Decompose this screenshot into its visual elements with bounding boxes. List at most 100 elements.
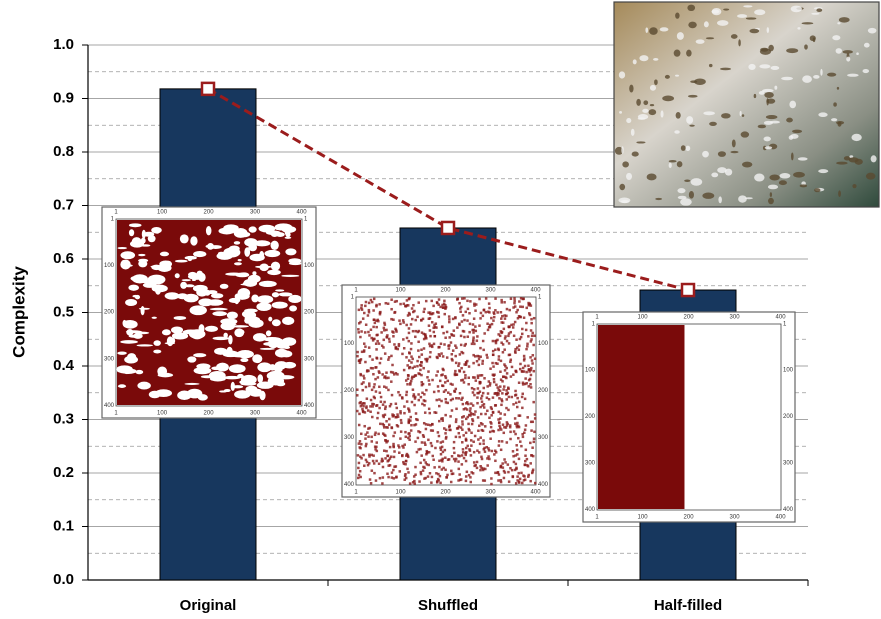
- noise: [408, 410, 411, 413]
- noise: [514, 432, 517, 436]
- noise: [362, 350, 366, 353]
- inset-tick-label: 100: [104, 263, 115, 269]
- noise: [521, 392, 524, 396]
- valley: [251, 294, 259, 303]
- noise: [471, 376, 475, 379]
- snow: [865, 172, 876, 180]
- noise: [529, 304, 533, 307]
- snow: [636, 141, 646, 144]
- noise: [399, 418, 403, 422]
- inset-tick-label: 300: [783, 461, 794, 467]
- valley: [275, 289, 285, 292]
- noise: [356, 394, 359, 397]
- noise: [494, 339, 497, 343]
- noise: [472, 353, 475, 357]
- noise: [498, 421, 501, 424]
- inset-tick-label: 400: [297, 210, 308, 216]
- noise: [442, 368, 445, 372]
- valley: [228, 297, 241, 304]
- noise: [490, 482, 493, 486]
- snow: [831, 118, 838, 122]
- noise: [420, 364, 423, 367]
- valley: [128, 223, 142, 228]
- noise: [368, 478, 372, 481]
- noise: [463, 344, 466, 347]
- marker: [200, 81, 216, 97]
- noise: [457, 467, 461, 471]
- noise: [481, 404, 484, 407]
- noise: [455, 346, 458, 350]
- noise: [414, 412, 418, 415]
- snow: [804, 44, 808, 50]
- noise: [501, 314, 504, 318]
- noise: [474, 463, 477, 467]
- snow: [766, 98, 769, 106]
- noise: [487, 455, 490, 458]
- valley: [244, 247, 251, 257]
- snow: [709, 121, 717, 126]
- noise: [410, 377, 414, 380]
- snow: [774, 85, 778, 90]
- noise: [419, 470, 423, 474]
- noise: [447, 315, 451, 318]
- noise: [360, 382, 364, 386]
- noise: [513, 417, 517, 420]
- noise: [505, 389, 508, 392]
- noise: [374, 377, 377, 381]
- noise: [380, 331, 383, 334]
- snow: [742, 161, 753, 168]
- valley: [234, 262, 242, 266]
- noise: [527, 385, 531, 388]
- noise: [530, 317, 533, 321]
- noise: [367, 308, 371, 312]
- noise: [382, 338, 386, 342]
- valley: [241, 310, 255, 318]
- noise: [454, 361, 458, 365]
- valley: [186, 388, 203, 399]
- noise: [440, 373, 443, 377]
- valley: [249, 253, 265, 262]
- valley: [122, 319, 127, 327]
- noise: [533, 357, 537, 361]
- noise: [482, 386, 486, 390]
- noise: [486, 356, 489, 359]
- noise: [407, 420, 411, 423]
- noise: [422, 366, 425, 370]
- noise: [425, 463, 429, 466]
- noise: [464, 431, 468, 435]
- noise: [482, 308, 486, 312]
- noise: [387, 464, 390, 467]
- noise: [490, 477, 493, 480]
- noise: [391, 415, 395, 418]
- noise: [525, 457, 529, 461]
- noise: [507, 325, 510, 328]
- noise: [385, 376, 388, 380]
- noise: [433, 323, 436, 327]
- noise: [427, 324, 431, 327]
- noise: [427, 423, 430, 427]
- valley: [211, 366, 222, 371]
- noise: [488, 416, 491, 420]
- noise: [401, 454, 404, 457]
- noise: [461, 396, 464, 400]
- noise: [440, 445, 444, 449]
- noise: [381, 373, 384, 376]
- noise: [356, 350, 359, 354]
- noise: [360, 457, 363, 460]
- snow: [631, 151, 639, 157]
- noise: [481, 391, 485, 395]
- noise: [389, 455, 393, 458]
- snow: [862, 69, 870, 74]
- noise: [399, 437, 402, 440]
- valley: [209, 307, 228, 311]
- noise: [444, 413, 447, 417]
- noise: [431, 378, 434, 382]
- noise: [429, 429, 433, 432]
- noise: [397, 342, 401, 346]
- noise: [370, 435, 373, 439]
- noise: [531, 446, 534, 449]
- noise: [403, 478, 406, 481]
- snow: [686, 116, 694, 124]
- noise: [490, 407, 493, 411]
- noise: [417, 398, 421, 402]
